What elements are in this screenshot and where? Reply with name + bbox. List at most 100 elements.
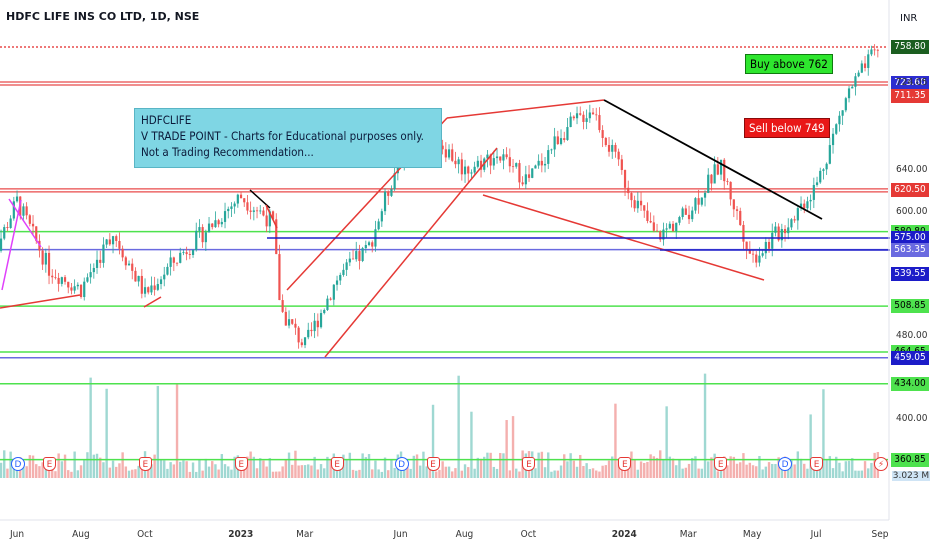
volume-bar xyxy=(639,461,643,478)
volume-bar xyxy=(870,462,873,478)
volume-bar xyxy=(687,463,691,478)
volume-bar xyxy=(745,464,748,478)
price-axis xyxy=(0,0,890,521)
volume-bar xyxy=(191,462,195,478)
candle-body xyxy=(79,284,83,298)
dividend-marker[interactable]: D xyxy=(394,457,409,471)
x-tick-label: Sep xyxy=(871,529,889,540)
volume-bar xyxy=(681,468,684,478)
volume-bar xyxy=(652,456,656,478)
candle-body xyxy=(876,49,879,51)
volume-bar xyxy=(278,471,281,478)
dividend-marker[interactable]: D xyxy=(11,457,25,471)
volume-bar xyxy=(694,456,697,478)
candle-body xyxy=(227,208,230,212)
candle-body xyxy=(390,189,393,196)
volume-bar xyxy=(422,451,425,478)
price-label: 360.85 xyxy=(891,452,929,467)
volume-bar xyxy=(742,453,745,478)
volume-bar xyxy=(89,377,92,478)
y-tick-label: 600.00 xyxy=(896,205,928,217)
earnings-marker[interactable]: E xyxy=(618,457,632,471)
candle-body xyxy=(239,194,243,199)
volume-bar xyxy=(54,471,57,478)
candle-body xyxy=(41,250,44,265)
buy-callout[interactable]: Buy above 762 xyxy=(745,54,833,74)
split-marker[interactable]: ⚡ xyxy=(874,457,888,471)
candle-body xyxy=(182,252,185,253)
volume-bar xyxy=(201,470,204,478)
trendline-fall-jun22 xyxy=(8,198,42,248)
volume-bar xyxy=(105,388,108,478)
volume-bar xyxy=(867,468,870,478)
y-tick-label: 724.05 xyxy=(896,77,928,89)
volume-bar xyxy=(0,462,3,478)
candle-body xyxy=(799,203,803,209)
volume-bar xyxy=(598,471,601,478)
earnings-marker[interactable]: E xyxy=(234,457,248,471)
volume-bar xyxy=(47,466,51,478)
candle-body xyxy=(447,149,451,158)
volume-bar xyxy=(534,468,537,478)
volume-bar xyxy=(780,468,784,478)
candle-body xyxy=(156,284,159,290)
volume-bar xyxy=(473,468,476,478)
candle-body xyxy=(51,275,54,278)
candle-body xyxy=(774,226,777,233)
candle-body xyxy=(467,166,470,174)
candle-body xyxy=(249,210,252,212)
volume-bar xyxy=(479,458,483,478)
candle-body xyxy=(147,287,150,293)
earnings-marker[interactable]: E xyxy=(426,457,440,471)
earnings-marker[interactable]: E xyxy=(714,457,728,471)
currency-label[interactable]: INR xyxy=(900,13,918,24)
volume-bar xyxy=(233,456,236,478)
candle-body xyxy=(803,203,806,209)
earnings-marker[interactable]: E xyxy=(42,457,56,471)
earnings-marker[interactable]: E xyxy=(330,457,344,471)
candle-body xyxy=(153,285,156,290)
candle-body xyxy=(652,222,655,231)
dividend-marker[interactable]: D xyxy=(778,457,793,471)
volume-bar xyxy=(537,452,540,478)
volume-bar xyxy=(412,455,416,478)
candle-body xyxy=(828,145,831,164)
candle-body xyxy=(460,159,463,175)
candle-body xyxy=(707,174,710,193)
volume-bar xyxy=(444,466,448,478)
candle-body xyxy=(169,257,172,267)
candle-body xyxy=(217,220,220,225)
candle-body xyxy=(191,250,195,255)
earnings-marker[interactable]: E xyxy=(810,457,824,471)
candle-body xyxy=(607,145,611,152)
volume-bar xyxy=(735,463,739,478)
volume-bar xyxy=(483,456,486,478)
candle-body xyxy=(579,113,582,115)
earnings-marker[interactable]: E xyxy=(138,457,152,471)
candle-body xyxy=(278,254,281,301)
candle-body xyxy=(143,287,147,294)
candle-body xyxy=(175,262,179,264)
volume-bar xyxy=(390,459,393,478)
volume-bar xyxy=(124,466,128,478)
candle-body xyxy=(729,181,732,200)
educational-note[interactable]: HDFCLIFE V TRADE POINT - Charts for Educ… xyxy=(134,108,442,168)
volume-bar xyxy=(220,454,224,478)
candle-body xyxy=(355,251,358,260)
volume-bar xyxy=(115,466,118,478)
volume-bar xyxy=(99,457,102,478)
candle-body xyxy=(547,150,550,164)
candle-body xyxy=(243,198,246,203)
volume-bar xyxy=(83,460,86,478)
volume-bar xyxy=(476,457,480,478)
volume-bar xyxy=(95,453,99,478)
volume-bar xyxy=(188,471,192,478)
volume-bar xyxy=(265,466,268,478)
sell-callout[interactable]: Sell below 749 xyxy=(744,118,830,138)
earnings-marker[interactable]: E xyxy=(522,457,536,471)
candle-body xyxy=(633,200,636,209)
candle-body xyxy=(716,164,719,175)
volume-bar xyxy=(406,464,409,478)
candle-body xyxy=(457,159,460,165)
trendline-oct22 xyxy=(143,296,162,308)
